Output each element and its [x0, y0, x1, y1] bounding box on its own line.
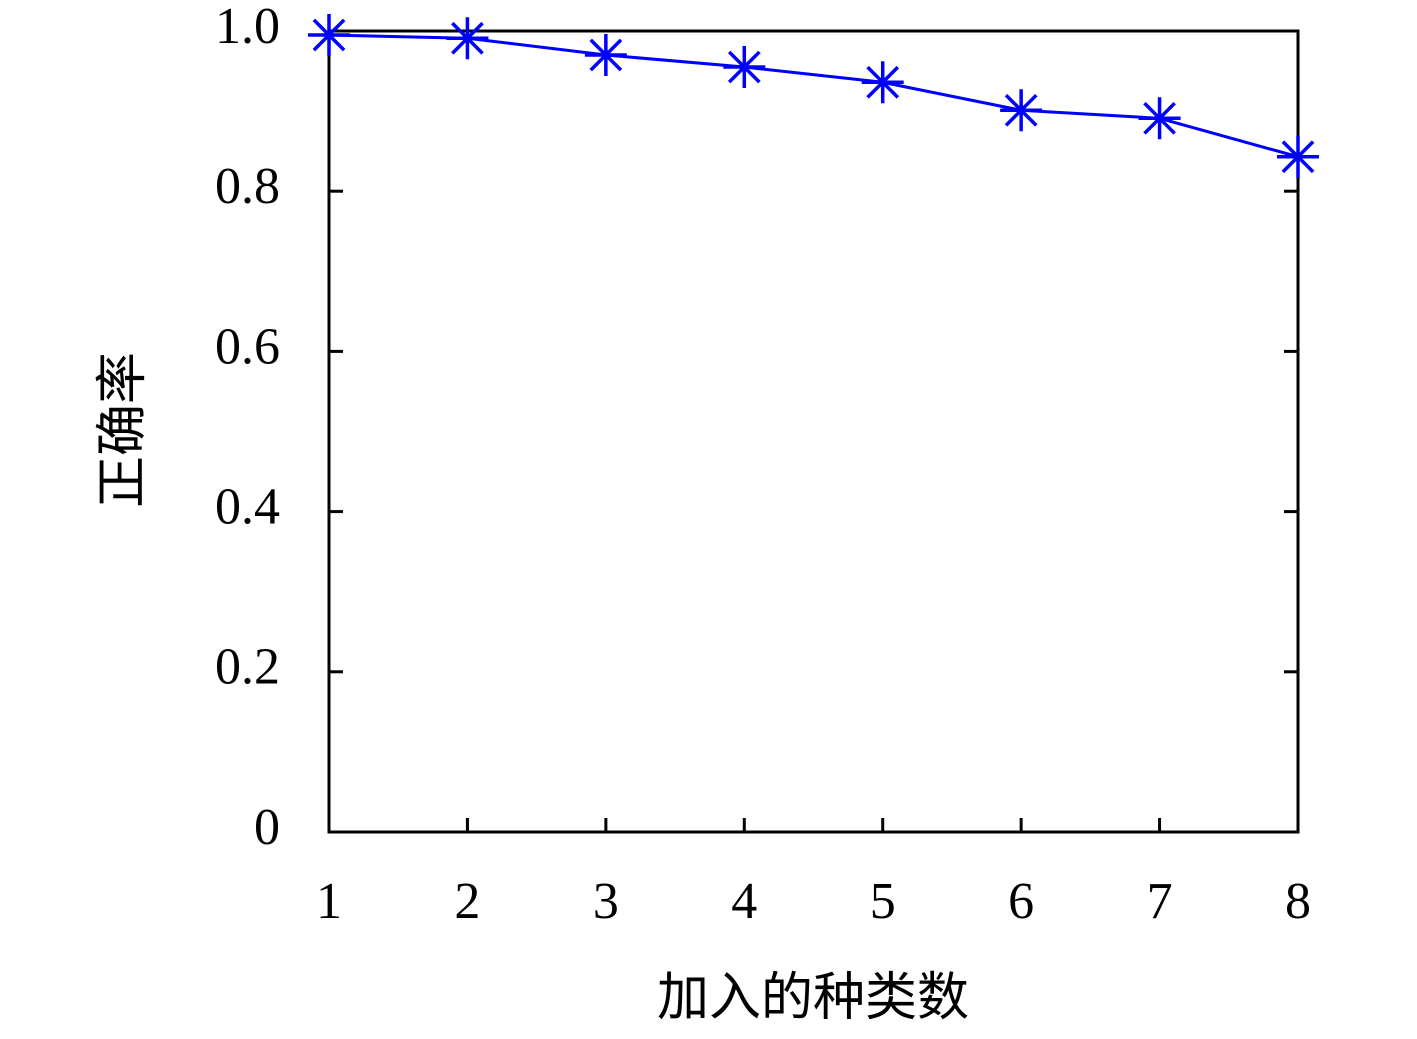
data-line: [328, 33, 1299, 159]
x-tick-label: 2: [454, 873, 480, 930]
star-marker: [1277, 135, 1319, 178]
star-marker: [446, 17, 489, 60]
star-marker: [584, 34, 627, 77]
x-tick-label: 4: [731, 873, 757, 930]
y-tick-label: 0.8: [215, 158, 280, 215]
x-axis-label: 加入的种类数: [657, 970, 969, 1027]
y-tick-label: 0.6: [215, 318, 280, 375]
x-tick-label: 1: [316, 873, 342, 930]
x-tick-label: 7: [1147, 873, 1173, 930]
x-tick-label: 3: [593, 873, 619, 930]
x-tick-label: 8: [1285, 873, 1311, 930]
star-marker: [308, 14, 350, 57]
star-marker: [1000, 89, 1043, 132]
plot-frame: [327, 29, 1300, 834]
y-tick-label: 0: [254, 799, 280, 856]
x-tick-label: 6: [1008, 873, 1034, 930]
y-tick-label: 0.2: [215, 639, 280, 696]
x-tick-label: 5: [870, 873, 896, 930]
y-tick-label: 1.0: [215, 0, 280, 55]
y-tick-label: 0.4: [215, 479, 280, 536]
star-marker: [723, 46, 766, 89]
star-marker: [861, 61, 904, 104]
y-axis-label: 正确率: [95, 352, 152, 508]
star-marker: [1138, 97, 1181, 140]
